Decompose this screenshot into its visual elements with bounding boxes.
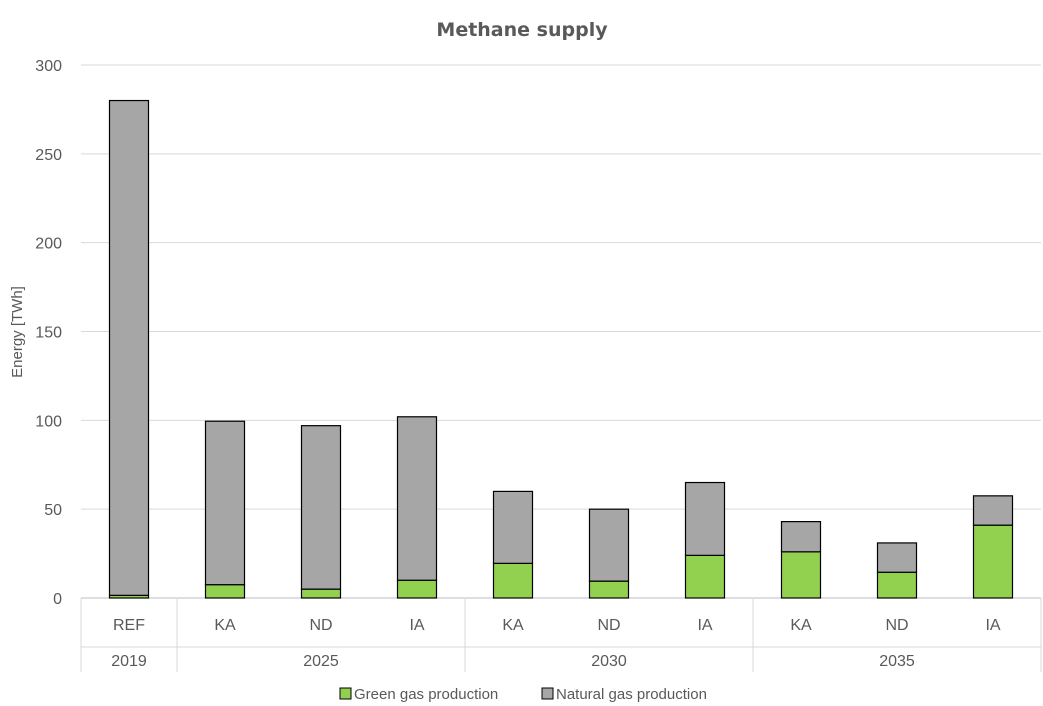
bar-natural-gas [492, 490, 534, 564]
y-tick-label: 150 [35, 325, 62, 342]
bar-green-gas [972, 524, 1014, 599]
legend: Green gas production Natural gas producti… [339, 686, 707, 703]
x-group-label: 2035 [879, 653, 915, 670]
bar-green-gas [492, 562, 534, 599]
bar-natural-gas [108, 99, 150, 596]
bar-green-gas [684, 554, 726, 599]
y-tick-label: 100 [35, 413, 62, 430]
bar-natural-gas [972, 495, 1014, 526]
legend-item-label: Natural gas production [556, 686, 707, 703]
x-category-label: KA [214, 617, 236, 634]
bar-natural-gas [396, 416, 438, 581]
bar-green-gas [300, 588, 342, 599]
y-axis-label: Energy [TWh] [9, 286, 26, 378]
bar-green-gas [204, 584, 246, 599]
bar-natural-gas [876, 542, 918, 573]
y-tick-label: 200 [35, 236, 62, 253]
chart-title: Methane supply [436, 19, 608, 41]
legend-swatch [541, 687, 554, 700]
bar-natural-gas [684, 481, 726, 556]
y-tick-label: 300 [35, 58, 62, 75]
x-category-label: IA [985, 617, 1000, 634]
bar-green-gas [876, 571, 918, 599]
x-category-label: REF [113, 617, 145, 634]
y-tick-label: 250 [35, 147, 62, 164]
y-tick-label: 0 [53, 591, 62, 608]
legend-swatch [339, 687, 352, 700]
y-tick-label: 50 [44, 502, 62, 519]
x-category-label: ND [597, 617, 620, 634]
bar-natural-gas [300, 425, 342, 590]
x-group-label: 2030 [591, 653, 627, 670]
bar-natural-gas [588, 508, 630, 582]
bar-green-gas [588, 580, 630, 599]
y-axis-ticks: 0 50 100 150 200 250 300 [35, 58, 62, 608]
bar-natural-gas [204, 420, 246, 586]
x-category-label: ND [885, 617, 908, 634]
bar-green-gas [396, 579, 438, 599]
x-category-label: IA [409, 617, 424, 634]
x-axis: REF KA ND IA KA ND IA KA ND IA 2019 2025 2030 2035 [80, 598, 1042, 672]
bar-green-gas [780, 551, 822, 599]
x-group-label: 2025 [303, 653, 339, 670]
bars [108, 99, 1014, 599]
x-category-label: ND [309, 617, 332, 634]
x-category-label: IA [697, 617, 712, 634]
x-category-label: KA [502, 617, 524, 634]
x-category-label: KA [790, 617, 812, 634]
x-group-label: 2019 [111, 653, 147, 670]
legend-item-label: Green gas production [354, 686, 498, 703]
bar-natural-gas [780, 521, 822, 553]
